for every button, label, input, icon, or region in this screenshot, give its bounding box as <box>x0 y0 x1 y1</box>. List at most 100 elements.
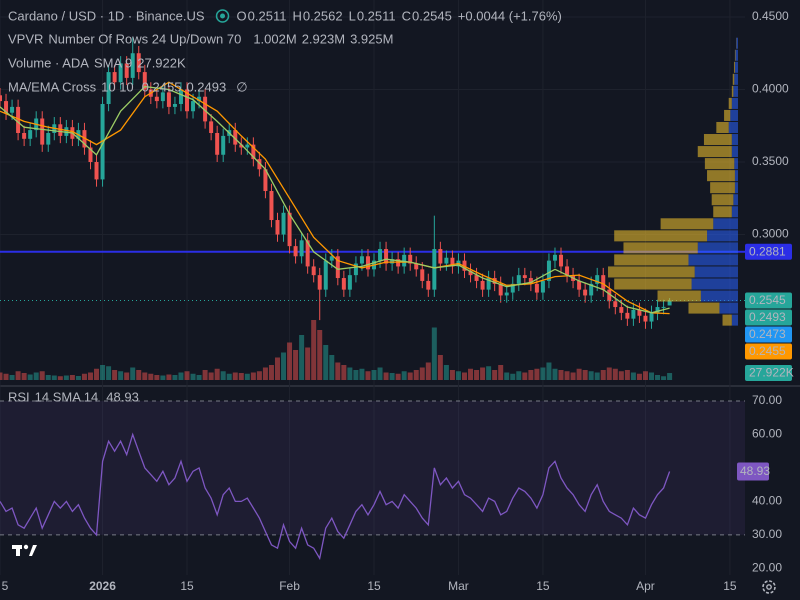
volume-bar <box>540 367 546 380</box>
ma-settings: 10 10 <box>101 79 134 94</box>
x-tick-label: 15 <box>180 579 194 593</box>
candle-body <box>667 300 672 306</box>
volume-bar <box>600 370 606 380</box>
volume-bar <box>274 357 280 380</box>
volume-bar <box>190 373 196 380</box>
volume-bar <box>498 365 504 380</box>
profile-up <box>719 302 738 314</box>
status-dot <box>220 13 226 19</box>
volume-bar <box>486 366 492 380</box>
candle-body <box>40 118 45 145</box>
candle-body <box>88 147 93 163</box>
profile-down <box>660 218 714 230</box>
volume-bar <box>27 374 33 380</box>
volume-bar <box>329 355 335 380</box>
volume-bar <box>437 355 443 380</box>
ohlc-value: 0.2511 <box>357 8 396 23</box>
candle-body <box>559 254 564 267</box>
profile-down <box>614 278 692 290</box>
volume-bar <box>94 368 100 380</box>
volume-bar <box>323 345 329 380</box>
candle-body <box>185 89 190 112</box>
candle-body <box>64 127 69 136</box>
candle-body <box>329 256 334 261</box>
profile-down <box>724 109 731 121</box>
volume-bar <box>389 373 395 380</box>
volume-bar <box>401 371 407 380</box>
candle-body <box>619 307 624 313</box>
volume-bar <box>112 370 118 380</box>
candle-body <box>239 144 244 148</box>
volume-bar <box>618 371 624 380</box>
profile-up <box>691 278 738 290</box>
profile-up <box>731 314 738 326</box>
candle-body <box>607 289 612 302</box>
ma-extra: ∅ <box>236 79 247 94</box>
candle-body <box>341 278 346 290</box>
candle-body <box>166 92 171 107</box>
x-tick-label: 5 <box>2 579 9 593</box>
candle-body <box>22 133 27 139</box>
candle-body <box>28 130 33 139</box>
candle-body <box>233 130 238 145</box>
candle-body <box>534 283 539 293</box>
profile-down <box>733 61 735 73</box>
volume-bar <box>0 372 3 380</box>
volume-bar <box>311 320 317 380</box>
candle-body <box>384 249 389 264</box>
profile-up <box>731 206 738 218</box>
candle-body <box>136 53 141 73</box>
candle-body <box>16 106 21 133</box>
candle-body <box>4 101 9 113</box>
volume-bar <box>250 372 256 380</box>
settings-icon[interactable] <box>762 580 776 594</box>
volume-bar <box>124 372 130 380</box>
volume-bar <box>492 370 498 380</box>
x-tick-label: 15 <box>367 579 381 593</box>
profile-down <box>716 121 729 134</box>
profile-up <box>734 73 738 85</box>
volume-bar <box>3 373 9 380</box>
volume-bar <box>293 350 299 380</box>
tradingview-logo <box>12 544 37 556</box>
candle-body <box>124 63 129 78</box>
profile-up <box>734 182 738 194</box>
rsi-badge-label: 48.93 <box>740 464 770 478</box>
profile-down <box>614 230 708 242</box>
volume-bar <box>148 373 154 380</box>
profile-down <box>703 134 732 146</box>
candle-body <box>390 259 395 264</box>
candle-body <box>474 275 479 281</box>
volume-bar <box>196 375 202 380</box>
volume-bar <box>226 373 232 380</box>
volume-bar <box>371 370 377 380</box>
candle-body <box>215 133 220 155</box>
rsi-badge <box>737 462 769 481</box>
candle-body <box>251 144 256 160</box>
y-tick-label: 0.4500 <box>752 9 789 23</box>
volume-bar <box>395 373 401 380</box>
candle-body <box>480 280 485 290</box>
candle-body <box>528 278 533 284</box>
volume-bar <box>232 372 238 380</box>
volume-bar <box>202 370 208 380</box>
profile-up <box>731 97 738 109</box>
profile-down <box>722 314 732 326</box>
candle-body <box>516 275 521 284</box>
candle-body <box>649 312 654 322</box>
candle-body <box>305 240 310 267</box>
x-tick-label: 2026 <box>89 579 116 593</box>
candle-body <box>275 220 280 235</box>
candle-body <box>498 283 503 296</box>
volume-bar <box>419 367 425 380</box>
profile-up <box>688 254 738 266</box>
close-badge <box>745 292 792 309</box>
volume-bar <box>160 375 166 380</box>
rsi-tick-label: 30.00 <box>752 527 782 541</box>
volume-bar <box>455 371 461 380</box>
candle-body <box>178 89 183 104</box>
candle-body <box>142 72 147 90</box>
candle-body <box>172 103 177 107</box>
volume-bar <box>480 367 486 380</box>
candle-body <box>613 301 618 308</box>
